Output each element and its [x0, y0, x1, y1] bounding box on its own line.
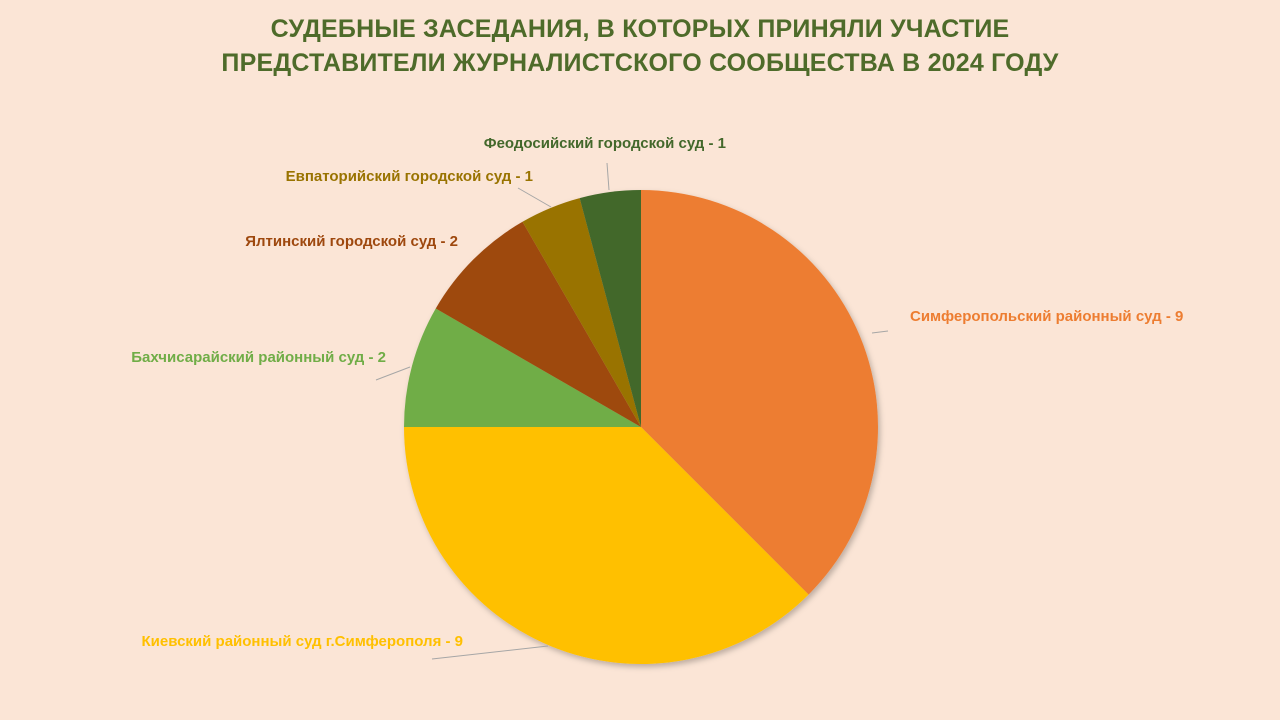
leader-line: [517, 187, 552, 208]
chart-title: СУДЕБНЫЕ ЗАСЕДАНИЯ, В КОТОРЫХ ПРИНЯЛИ УЧ…: [0, 12, 1280, 80]
pie-slice: [641, 190, 878, 595]
chart-title-line-2: ПРЕДСТАВИТЕЛИ ЖУРНАЛИСТСКОГО СООБЩЕСТВА …: [221, 49, 1059, 77]
leader-line: [431, 645, 549, 660]
pie-slice: [435, 221, 641, 427]
leader-line: [375, 366, 411, 381]
pie-slice: [404, 427, 809, 664]
leader-line: [606, 162, 610, 191]
slice-data-label: Феодосийский городской суд - 1: [484, 135, 726, 152]
pie-slice: [404, 308, 641, 427]
slice-data-label: Симферопольский районный суд - 9: [910, 308, 1183, 325]
slice-data-label: Евпаторийский городской суд - 1: [286, 168, 533, 185]
slice-data-label: Бахчисарайский районный суд - 2: [131, 349, 386, 366]
chart-title-line-1: СУДЕБНЫЕ ЗАСЕДАНИЯ, В КОТОРЫХ ПРИНЯЛИ УЧ…: [270, 15, 1010, 43]
slice-data-label: Ялтинский городской суд - 2: [245, 233, 458, 250]
pie-slice: [579, 190, 641, 427]
pie-slice: [522, 198, 641, 427]
slice-data-label: Киевский районный суд г.Симферополя - 9: [142, 633, 464, 650]
leader-line: [871, 330, 889, 334]
